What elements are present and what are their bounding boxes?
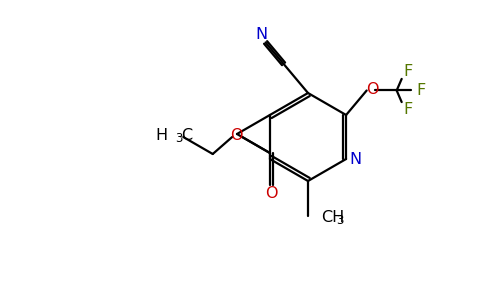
Text: N: N [256,27,268,42]
Text: F: F [403,102,412,117]
Text: 3: 3 [336,214,343,227]
Text: CH: CH [321,211,344,226]
Text: F: F [403,64,412,80]
Text: O: O [366,82,379,97]
Text: F: F [416,83,425,98]
Text: C: C [182,128,193,142]
Text: H: H [155,128,167,142]
Text: O: O [265,187,277,202]
Text: N: N [349,152,361,166]
Text: O: O [230,128,242,143]
Text: 3: 3 [175,133,182,146]
